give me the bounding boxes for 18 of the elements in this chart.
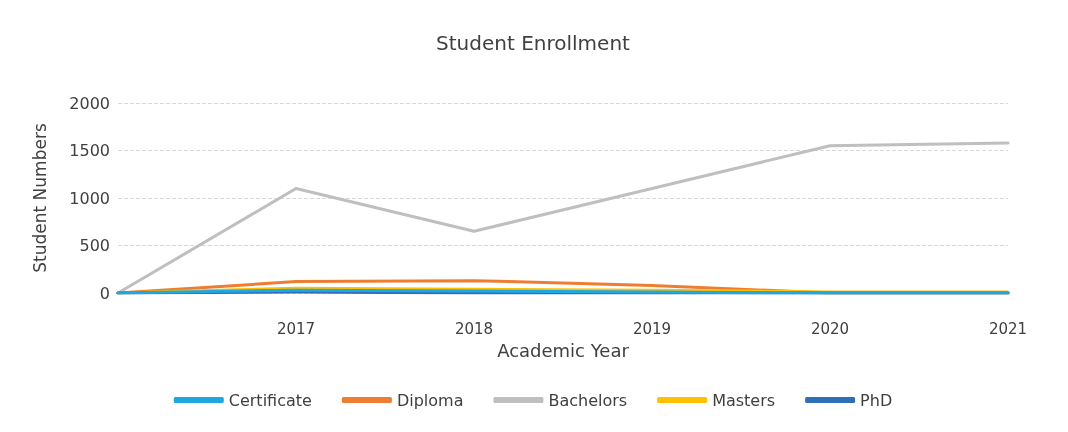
legend-label: Bachelors (548, 390, 628, 410)
x-tick-label: 2018 (454, 319, 494, 338)
legend-label: Masters (712, 390, 776, 410)
y-tick-label: 500 (79, 236, 110, 255)
x-tick-label: 2020 (810, 319, 850, 338)
y-tick-label: 2000 (69, 93, 110, 113)
x-tick-label: 2017 (276, 319, 316, 338)
y-axis-title: Student Numbers (29, 123, 50, 273)
legend-label: PhD (860, 390, 893, 410)
x-tick-label: 2019 (632, 319, 672, 338)
x-axis-title: Academic Year (497, 339, 630, 361)
legend-label: Certificate (228, 390, 312, 410)
y-tick-label: 1000 (69, 188, 110, 208)
x-tick-label: 2021 (988, 319, 1028, 338)
chart-title: Student Enrollment (436, 31, 631, 55)
legend-label: Diploma (396, 390, 464, 410)
y-tick-label: 1500 (69, 141, 110, 160)
y-tick-label: 0 (99, 283, 110, 303)
